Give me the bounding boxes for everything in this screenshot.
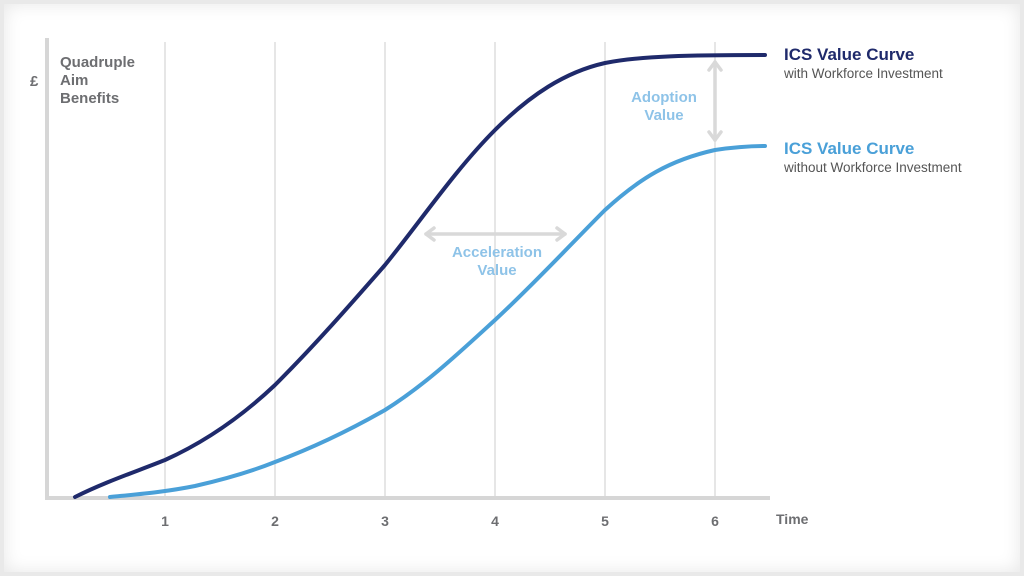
adoption-arrow-icon bbox=[707, 60, 723, 142]
x-tick-2: 2 bbox=[271, 513, 279, 529]
x-tick-4: 4 bbox=[491, 513, 499, 529]
legend-without-title: ICS Value Curve bbox=[784, 139, 915, 158]
legend-without-workforce: ICS Value Curve without Workforce Invest… bbox=[784, 139, 962, 176]
x-tick-6: 6 bbox=[711, 513, 719, 529]
y-axis-currency-symbol: £ bbox=[30, 73, 39, 90]
legend-with-title: ICS Value Curve bbox=[784, 45, 915, 64]
adoption-value-label: Adoption Value bbox=[631, 89, 697, 124]
legend-with-workforce: ICS Value Curve with Workforce Investmen… bbox=[784, 45, 943, 82]
x-axis-label: Time bbox=[776, 511, 809, 527]
curve-with-workforce-investment bbox=[73, 53, 767, 499]
curve-without-workforce-investment bbox=[108, 144, 767, 499]
chart-frame bbox=[4, 4, 1020, 572]
legend-without-subtitle: without Workforce Investment bbox=[784, 160, 962, 175]
x-tick-3: 3 bbox=[381, 513, 389, 529]
acceleration-value-label: Acceleration Value bbox=[451, 244, 543, 279]
y-axis-label: Quadruple Aim Benefits bbox=[60, 54, 136, 107]
x-tick-1: 1 bbox=[161, 513, 169, 529]
legend-with-subtitle: with Workforce Investment bbox=[784, 66, 943, 81]
x-tick-5: 5 bbox=[601, 513, 609, 529]
acceleration-arrow-icon bbox=[424, 226, 567, 242]
gridlines bbox=[164, 42, 716, 497]
